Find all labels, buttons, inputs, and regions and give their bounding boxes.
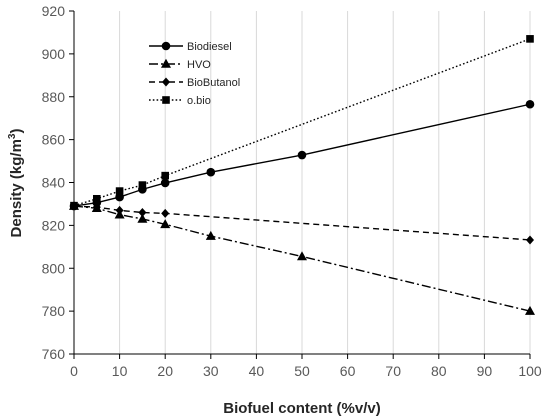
data-point-biobutanol xyxy=(115,205,124,215)
data-point-hvo xyxy=(525,305,535,315)
vertical-gridlines xyxy=(119,11,531,354)
y-tick-label: 800 xyxy=(42,260,66,276)
x-tick-label: 100 xyxy=(518,363,542,379)
x-tick-label: 0 xyxy=(70,363,78,379)
legend-label-biodiesel: Biodiesel xyxy=(187,41,232,53)
legend-entry-biodiesel: Biodiesel xyxy=(149,41,232,53)
data-point-biobutanol xyxy=(526,235,534,245)
y-axis-title-sup: 3 xyxy=(7,133,18,139)
x-tick-label: 80 xyxy=(431,363,447,379)
series-o-bio xyxy=(70,35,534,210)
data-point-biodiesel xyxy=(206,167,216,177)
y-tick-label: 920 xyxy=(42,3,66,19)
data-point-o-bio xyxy=(526,35,534,43)
x-tick-label: 90 xyxy=(477,363,493,379)
legend-marker-biodiesel xyxy=(161,41,171,51)
legend-entry-o-bio: o.bio xyxy=(149,95,211,107)
legend-label-o-bio: o.bio xyxy=(187,95,211,107)
x-tick-label: 70 xyxy=(385,363,401,379)
data-point-o-bio xyxy=(138,181,147,189)
tick-labels: 760 780 800 820 840 860 880 900 920 0 10 20 30 40 50 60… xyxy=(42,3,542,379)
x-tick-label: 30 xyxy=(203,363,219,379)
legend-label-biobutanol: BioButanol xyxy=(187,77,240,89)
y-tick-label: 860 xyxy=(42,132,66,148)
data-point-biobutanol xyxy=(161,208,170,218)
y-axis-title-main: Density (kg/m xyxy=(8,139,25,237)
x-tick-label: 20 xyxy=(157,363,173,379)
legend-marker-o-bio xyxy=(162,96,170,104)
data-point-o-bio xyxy=(161,171,169,180)
data-point-biodiesel xyxy=(525,99,535,109)
data-point-hvo xyxy=(205,230,216,240)
data-point-hvo xyxy=(137,213,148,223)
data-point-biodiesel xyxy=(115,192,124,202)
y-tick-label: 840 xyxy=(42,175,66,191)
y-tick-label: 880 xyxy=(42,89,66,105)
series-layer xyxy=(69,35,535,315)
x-axis-title: Biofuel content (%v/v) xyxy=(223,400,381,417)
data-point-o-bio xyxy=(93,194,101,203)
legend-marker-biobutanol xyxy=(162,77,170,87)
x-tick-label: 50 xyxy=(294,363,310,379)
y-tick-label: 760 xyxy=(42,346,66,362)
data-point-biodiesel xyxy=(297,150,307,160)
data-point-biobutanol xyxy=(92,202,101,212)
axes xyxy=(69,10,531,359)
legend-entry-hvo: HVO xyxy=(149,58,211,71)
data-point-o-bio xyxy=(115,187,124,195)
y-axis-title-close: ) xyxy=(8,129,25,134)
legend: Biodiesel HVO BioButanol o.bio xyxy=(149,41,240,107)
legend-marker-hvo xyxy=(161,58,171,68)
data-point-hvo xyxy=(160,219,171,229)
series-line-biobutanol xyxy=(73,205,531,241)
series-line-hvo xyxy=(73,205,531,312)
x-tick-label: 60 xyxy=(340,363,356,379)
legend-label-hvo: HVO xyxy=(187,59,211,71)
data-point-biodiesel xyxy=(160,178,170,188)
y-tick-label: 900 xyxy=(42,46,66,62)
data-point-hvo xyxy=(297,251,307,261)
y-tick-label: 780 xyxy=(42,303,66,319)
y-axis-title: Density (kg/m3) xyxy=(7,129,25,238)
data-point-biobutanol xyxy=(138,208,147,218)
data-point-o-bio xyxy=(70,201,78,210)
legend-entry-biobutanol: BioButanol xyxy=(149,77,240,89)
x-tick-label: 40 xyxy=(249,363,265,379)
x-tick-label: 10 xyxy=(112,363,128,379)
y-tick-label: 820 xyxy=(42,217,66,233)
